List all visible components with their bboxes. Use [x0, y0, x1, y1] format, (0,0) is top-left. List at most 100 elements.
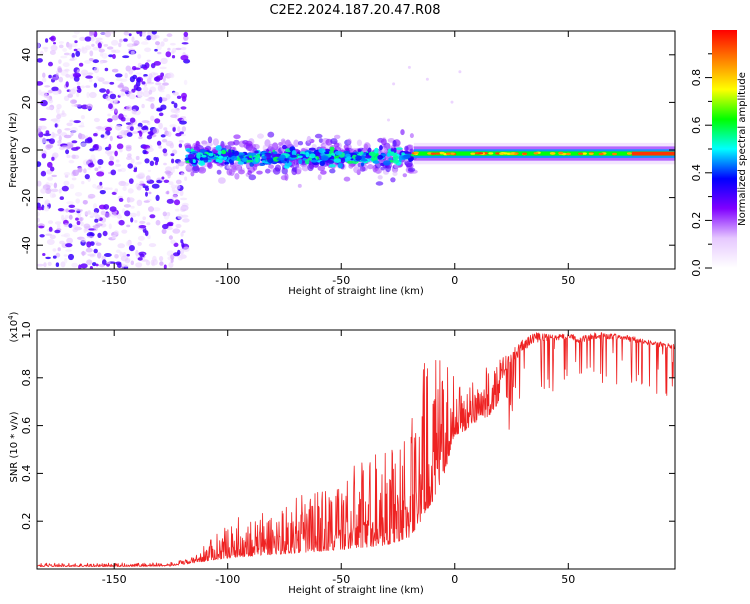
heat-cell — [60, 55, 68, 59]
heat-cell — [343, 144, 349, 150]
heat-cell — [305, 158, 310, 165]
heat-cell — [146, 222, 151, 226]
heat-cell — [138, 136, 143, 140]
heat-cell — [118, 42, 122, 48]
heat-cell — [48, 61, 53, 67]
heat-cell — [37, 217, 40, 223]
heat-cell — [63, 180, 70, 186]
heat-cell — [136, 86, 142, 92]
heat-cell — [130, 260, 134, 266]
heat-cell — [57, 128, 62, 134]
heat-cell — [226, 168, 233, 176]
heat-cell — [343, 176, 351, 182]
heat-cell — [470, 152, 476, 155]
heat-cell — [52, 117, 61, 124]
heat-cell — [131, 36, 135, 43]
heat-cell — [72, 227, 78, 233]
heat-cell — [158, 96, 163, 104]
heat-cell — [120, 167, 127, 173]
heat-cell — [92, 59, 100, 64]
heat-cell — [392, 159, 400, 164]
heat-cell — [319, 160, 326, 167]
heat-cell — [113, 99, 118, 105]
heat-cell — [77, 166, 83, 173]
heat-cell — [120, 129, 127, 136]
heat-cell — [163, 127, 168, 131]
heat-cell — [111, 234, 117, 240]
heat-cell — [123, 38, 128, 42]
heat-cell — [218, 155, 224, 159]
heat-cell — [97, 232, 102, 238]
colorbar-gradient — [712, 30, 737, 268]
heat-cell — [181, 92, 187, 99]
heat-cell — [183, 31, 189, 37]
heat-cell — [337, 162, 343, 169]
heat-cell — [128, 68, 134, 75]
heat-cell — [131, 109, 137, 115]
heat-cell — [89, 148, 95, 152]
heat-cell — [119, 148, 123, 153]
heat-cell — [180, 206, 187, 210]
heat-cell — [56, 114, 62, 120]
heat-cell — [137, 54, 142, 59]
heat-cell — [58, 41, 64, 44]
heat-cell — [144, 47, 152, 53]
heat-cell — [334, 150, 343, 156]
colorbar-ticks: 0.0 0.2 0.4 0.6 0.8 — [690, 53, 712, 277]
heat-cell — [320, 170, 327, 175]
heat-cell — [178, 143, 183, 148]
heat-cell — [245, 140, 253, 147]
snr-x-ticks: -150 -100 -50 0 50 — [102, 330, 575, 586]
heat-cell — [160, 57, 168, 65]
heat-cell — [99, 88, 107, 93]
heat-cell — [73, 104, 82, 107]
heat-cell — [76, 81, 81, 86]
heat-cell — [39, 234, 45, 238]
heat-cell — [381, 138, 387, 146]
x-tick-label: 0 — [451, 573, 458, 586]
heat-cell — [57, 224, 61, 229]
heat-cell — [180, 133, 187, 137]
heat-cell — [70, 99, 77, 104]
heat-cell — [73, 120, 81, 124]
heat-cell — [310, 159, 318, 163]
heat-cell — [63, 172, 71, 176]
heat-cell — [121, 263, 129, 268]
heatmap-feature-noise-region — [37, 31, 191, 269]
heat-cell — [379, 145, 383, 151]
y-tick-label: 20 — [20, 95, 33, 109]
heat-cell — [52, 90, 60, 95]
heat-cell — [117, 263, 122, 268]
heat-cell — [75, 146, 81, 150]
heat-band — [413, 151, 675, 156]
heat-cell — [155, 219, 161, 226]
heat-cell — [230, 155, 238, 161]
heat-cell — [71, 262, 78, 268]
heat-cell — [42, 77, 47, 83]
heat-cell — [72, 34, 78, 38]
heat-cell — [330, 138, 338, 145]
heat-cell — [115, 249, 121, 254]
heat-cell — [47, 176, 54, 181]
heat-cell — [280, 138, 286, 144]
heat-cell — [135, 249, 139, 257]
heat-cell — [80, 221, 84, 227]
heat-cell — [371, 156, 378, 162]
heat-cell — [129, 126, 134, 131]
heat-cell — [110, 213, 119, 218]
heat-cell — [127, 188, 134, 194]
heat-cell — [172, 228, 181, 234]
heat-cell — [439, 152, 445, 155]
heat-cell — [94, 225, 98, 232]
heat-cell — [175, 184, 181, 190]
heat-cell — [164, 170, 172, 174]
heat-cell — [83, 168, 87, 174]
heat-cell — [178, 140, 184, 143]
heat-cell — [70, 224, 78, 228]
heat-cell — [170, 153, 175, 157]
heat-cell — [109, 206, 117, 212]
heat-cell — [85, 75, 93, 79]
heat-cell — [49, 234, 56, 240]
heat-cell — [109, 187, 113, 190]
heat-cell — [57, 247, 61, 252]
